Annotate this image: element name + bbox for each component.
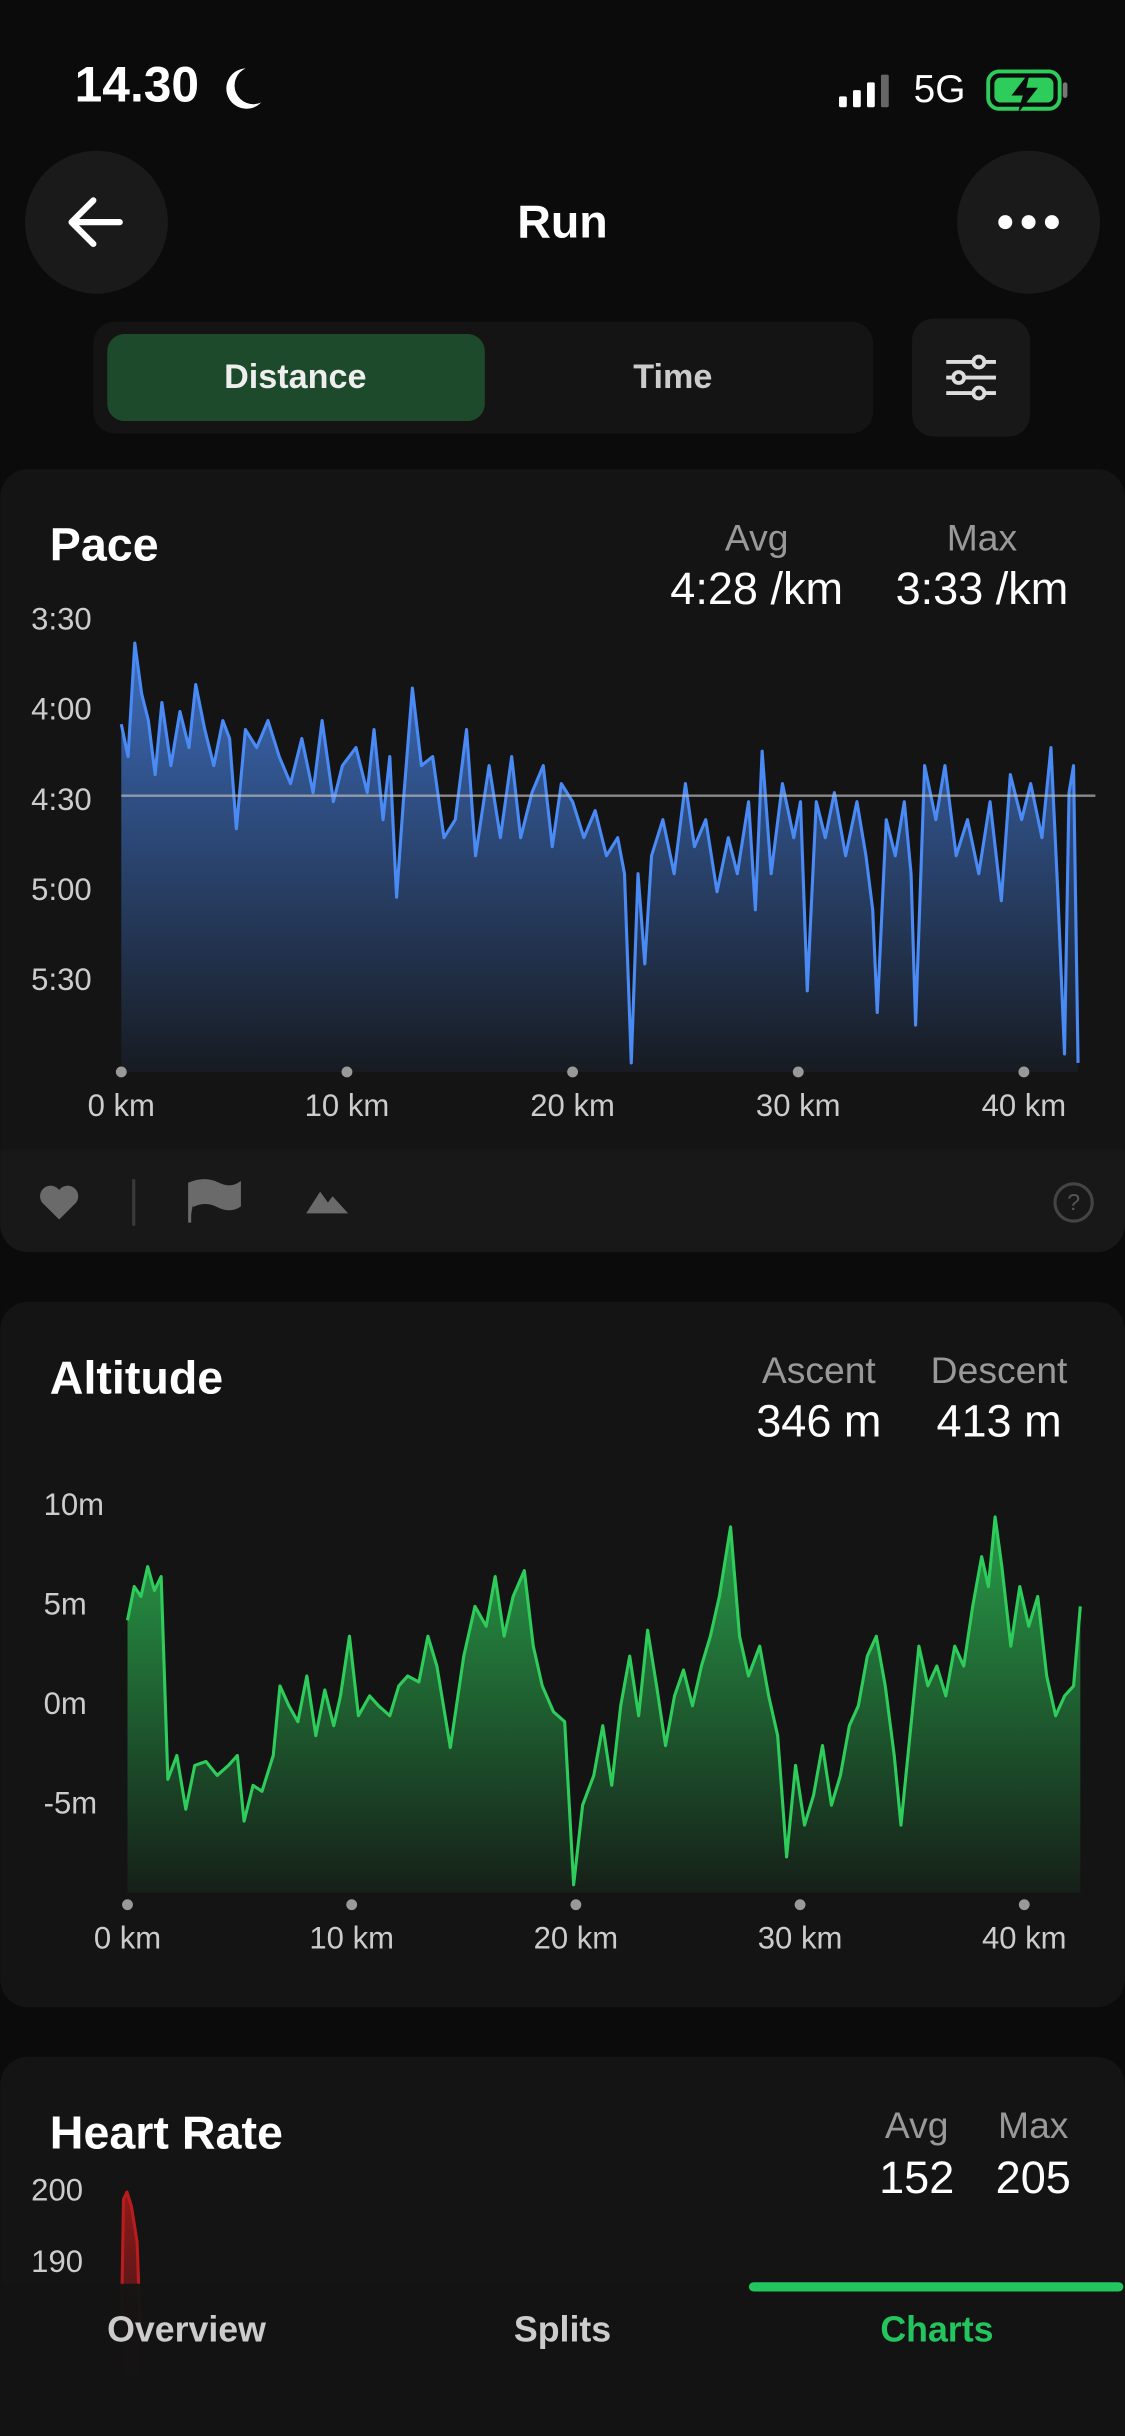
x-tick-label: 40 km [982,1088,1067,1123]
y-tick-label: 3:30 [31,602,91,637]
card-title: Pace [50,519,159,571]
stat-value: 152 [879,2152,954,2203]
x-tick-label: 10 km [305,1088,390,1123]
x-tick-dot [570,1899,582,1911]
card-title: Heart Rate [50,2106,283,2158]
x-tick-dot [792,1066,804,1078]
altitude-chart: 10m 5m 0m -5m 0 km 10 km 20 km 30 km 40 km [44,1487,1082,1956]
nav-item[interactable]: Charts [880,2309,993,2349]
stat-label: Avg [885,2104,949,2146]
line [119,2190,143,2336]
nav-indicator [748,2282,1124,2292]
stat-value: 4:28 /km [670,563,843,614]
y-tick-label: 200 [31,2172,83,2207]
stat-value: 3:33 /km [896,563,1069,614]
battery-icon [986,69,1068,111]
x-tick-dot [1018,1066,1030,1078]
x-tick-dot [115,1066,127,1078]
stat-value: 413 m [936,1396,1061,1447]
area-fill [127,1516,1081,1893]
y-tick-label: 4:30 [31,782,91,817]
tab[interactable]: Distance [224,358,366,396]
x-tick-dot [341,1066,353,1078]
stat-label: Ascent [762,1349,877,1391]
x-tick-label: 10 km [309,1921,394,1956]
stat-label: Descent [931,1349,1068,1391]
x-tick-label: 30 km [758,1921,843,1956]
line [119,641,1080,1065]
nav-item[interactable]: Overview [107,2309,266,2349]
y-tick-label: 5:30 [31,962,91,997]
x-tick-label: 0 km [94,1921,161,1956]
stat-value: 205 [996,2152,1071,2203]
tab-active-pill [107,334,485,422]
tab[interactable]: Time [633,358,712,396]
x-tick-dot [1018,1899,1030,1911]
stat-label: Max [998,2104,1069,2146]
pace-chart: 3:30 4:00 4:30 5:00 5:30 0 km 10 km 20 km 30 km 4… [31,602,1096,1123]
y-tick-label: 5:00 [31,872,91,907]
x-tick-label: 40 km [982,1921,1067,1956]
heart-icon[interactable] [40,1185,79,1220]
y-tick-label: 10m [44,1487,104,1522]
page-title: Run [517,196,608,248]
back-arrow [68,197,123,248]
area-fill [121,643,1079,1072]
x-tick-label: 30 km [756,1088,841,1123]
help-icon-mark: ? [1067,1189,1080,1215]
x-tick-label: 20 km [534,1921,619,1956]
more-icon [998,215,1059,230]
nav-item[interactable]: Splits [514,2309,611,2349]
signal-icon [839,74,889,108]
bottom-nav [0,2283,1125,2436]
clock: 14.30 [75,57,199,113]
y-tick-label: 4:00 [31,692,91,727]
stat-value: 346 m [756,1396,881,1447]
y-tick-label: -5m [44,1785,97,1820]
help-icon[interactable] [1053,1182,1094,1223]
y-tick-label: 5m [44,1587,87,1622]
x-tick-dot [567,1066,579,1078]
x-tick-dot [122,1899,133,1911]
x-tick-dot [794,1899,806,1911]
x-tick-label: 20 km [530,1088,615,1123]
x-tick-label: 0 km [88,1088,155,1123]
flag-icon[interactable] [188,1179,241,1223]
terrain-icon[interactable] [306,1191,349,1214]
y-tick-label: 0m [44,1686,87,1721]
y-tick-label: 190 [31,2244,83,2279]
stat-label: Max [947,516,1018,558]
network-label: 5G [914,68,966,111]
pace-card-footer [0,1149,1125,1253]
stat-label: Avg [725,516,789,558]
moon-icon [226,68,262,109]
filter-icon [946,354,996,401]
x-tick-dot [346,1899,358,1911]
card-title: Altitude [50,1351,223,1403]
line [125,1515,1082,1887]
